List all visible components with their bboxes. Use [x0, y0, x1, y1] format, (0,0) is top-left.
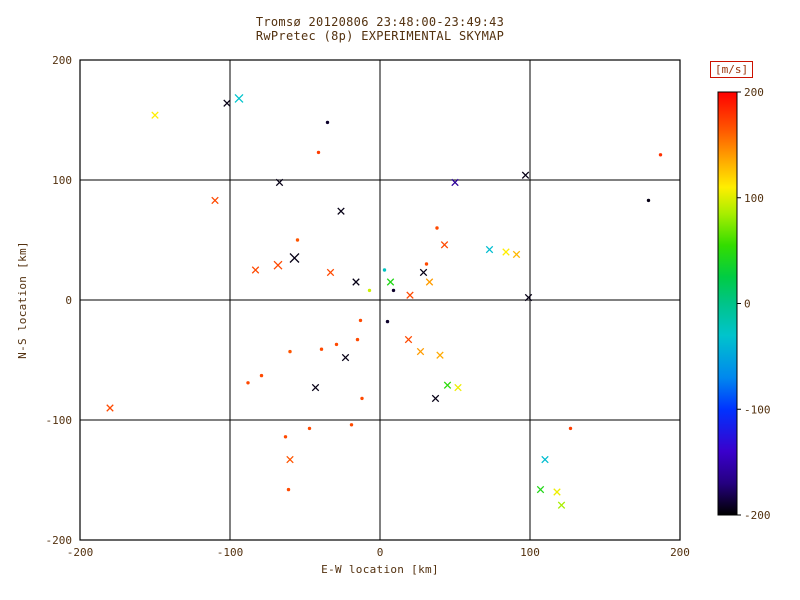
- y-tick-label: 200: [52, 54, 72, 67]
- y-tick-label: -100: [46, 414, 73, 427]
- data-point-dot: [367, 288, 372, 293]
- x-tick-label: 0: [377, 546, 384, 559]
- y-axis-label: N-S location [km]: [16, 241, 29, 359]
- data-point-x: [275, 178, 284, 187]
- data-point-dot: [358, 318, 363, 323]
- x-tick-label: -200: [67, 546, 94, 559]
- data-point-dot: [385, 319, 390, 324]
- data-point-x: [273, 260, 283, 270]
- plot-subtitle: RwPretec (8p) EXPERIMENTAL SKYMAP: [255, 29, 505, 43]
- data-point-x: [286, 455, 294, 464]
- data-point-x: [341, 353, 350, 362]
- data-point-dot: [424, 262, 429, 266]
- data-point-dot: [246, 381, 250, 385]
- data-point-x: [425, 278, 434, 286]
- data-point-dot: [355, 337, 360, 342]
- data-point-dot: [316, 150, 321, 155]
- data-point-dot: [288, 349, 292, 354]
- data-point-x: [454, 383, 462, 392]
- data-point-x: [451, 178, 459, 187]
- data-point-dot: [286, 487, 291, 492]
- data-point-x: [512, 250, 521, 259]
- data-point-dot: [646, 198, 651, 203]
- data-point-x: [386, 278, 395, 286]
- data-point-x: [251, 266, 260, 274]
- data-point-x: [502, 248, 510, 256]
- data-point-dot: [319, 347, 324, 351]
- data-point-x: [106, 404, 114, 412]
- y-tick-label: 100: [52, 174, 72, 187]
- plot-title: Tromsø 20120806 23:48:00-23:49:43: [255, 15, 505, 29]
- data-point-x: [485, 245, 494, 254]
- colorbar-tick-label: 200: [744, 86, 764, 99]
- data-point-x: [541, 455, 549, 464]
- colorbar-units-label: [m/s]: [710, 61, 754, 78]
- data-point-dot: [349, 423, 354, 427]
- data-point-dot: [325, 120, 330, 125]
- data-point-x: [419, 268, 428, 277]
- data-point-x: [311, 383, 320, 392]
- data-point-x: [406, 291, 414, 299]
- data-point-x: [524, 293, 533, 302]
- colorbar-tick-label: -100: [744, 403, 771, 416]
- data-point-x: [234, 93, 244, 103]
- x-tick-label: -100: [217, 546, 244, 559]
- data-point-x: [289, 253, 300, 263]
- data-point-dot: [307, 426, 312, 431]
- data-point-dot: [391, 288, 396, 293]
- plot-title-block: Tromsø 20120806 23:48:00-23:49:43 RwPret…: [80, 15, 680, 43]
- data-point-dot: [435, 226, 439, 230]
- data-point-x: [443, 381, 452, 389]
- data-point-x: [553, 488, 561, 496]
- data-point-x: [440, 241, 449, 249]
- colorbar-tick-label: -200: [744, 509, 771, 522]
- x-tick-label: 200: [670, 546, 690, 559]
- plot-border: [79, 59, 681, 541]
- colorbar-tick-label: 0: [744, 298, 751, 311]
- data-point-x: [416, 347, 425, 356]
- data-point-x: [404, 335, 413, 344]
- data-point-x: [436, 351, 444, 359]
- data-point-dot: [382, 268, 387, 272]
- data-point-x: [211, 196, 219, 205]
- data-point-dot: [283, 435, 288, 439]
- x-axis-label: E-W location [km]: [321, 563, 439, 576]
- data-point-x: [431, 394, 440, 403]
- data-point-x: [223, 99, 231, 107]
- data-point-dot: [259, 373, 264, 378]
- x-tick-label: 100: [520, 546, 540, 559]
- data-point-x: [337, 207, 345, 215]
- data-point-x: [536, 485, 545, 494]
- y-tick-label: -200: [46, 534, 73, 547]
- data-point-x: [557, 501, 566, 509]
- data-point-dot: [568, 426, 573, 431]
- data-point-dot: [658, 153, 663, 157]
- data-point-dot: [360, 396, 364, 401]
- colorbar-tick-label: 100: [744, 192, 764, 205]
- data-point-x: [352, 278, 360, 286]
- data-point-x: [151, 111, 159, 119]
- data-point-dot: [334, 342, 339, 347]
- data-point-x: [326, 268, 335, 277]
- data-point-dot: [295, 238, 300, 242]
- colorbar: [717, 91, 738, 516]
- data-point-x: [521, 171, 530, 179]
- y-tick-label: 0: [65, 294, 72, 307]
